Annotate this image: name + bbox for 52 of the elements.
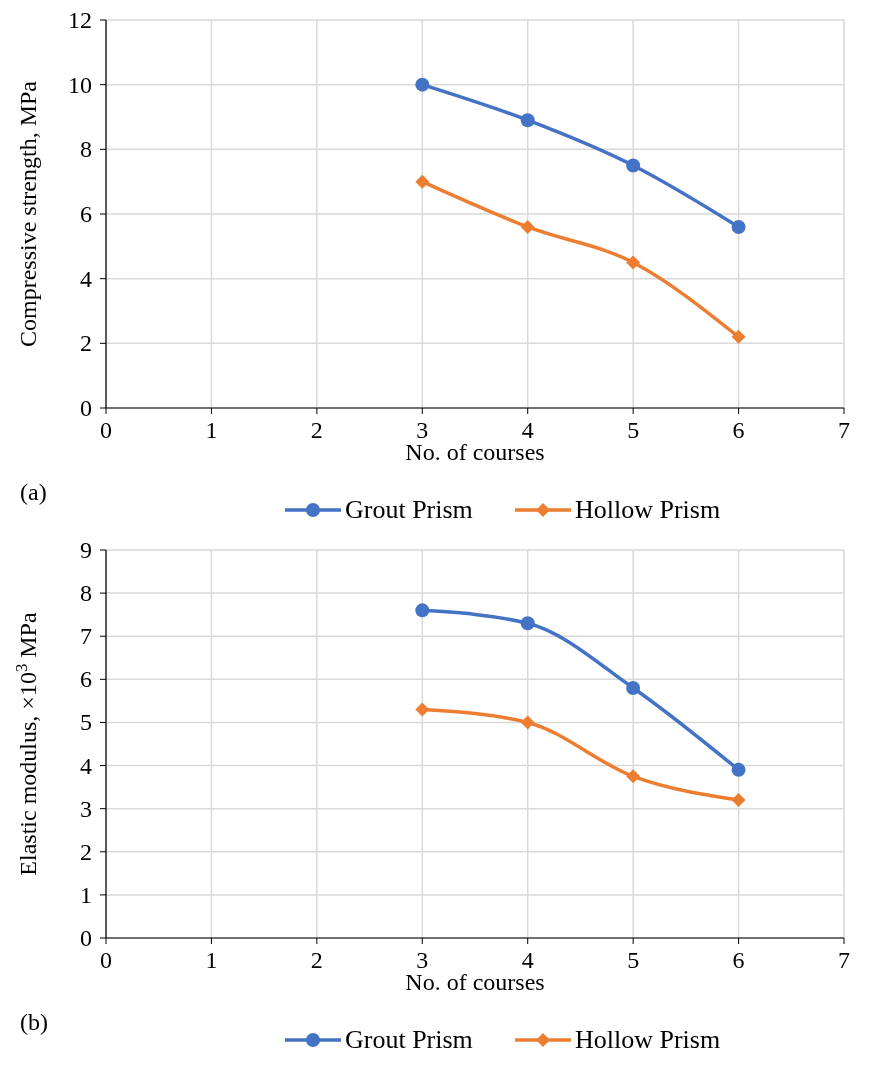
point (415, 702, 430, 717)
y-axis-title: Compressive strength, MPa (15, 80, 41, 347)
x-tick-label: 0 (100, 947, 112, 973)
point (415, 603, 430, 618)
y-tick-label: 3 (80, 795, 92, 822)
point (626, 680, 641, 695)
x-tick-label: 0 (100, 417, 112, 443)
x-tick-label: 1 (205, 417, 218, 443)
y-tick-label: 4 (80, 752, 92, 779)
y-tick-label: 10 (68, 71, 92, 98)
y-tick-label: 9 (80, 537, 92, 563)
legend-label: Hollow Prism (575, 495, 721, 524)
x-tick-label: 2 (310, 417, 323, 443)
y-tick-label: 1 (80, 881, 92, 908)
text: (a) (20, 479, 47, 505)
y-tick-label: 8 (80, 136, 92, 163)
x-tick-label: 5 (627, 947, 640, 973)
y-tick-label: 6 (80, 666, 92, 693)
point (415, 174, 430, 189)
legend-label: Grout Prism (345, 1025, 473, 1054)
x-tick-label: 6 (732, 947, 745, 973)
point (626, 255, 641, 270)
y-tick-label: 2 (80, 838, 92, 865)
point (520, 113, 535, 128)
text: (b) (20, 1009, 48, 1035)
x-tick-label: 6 (732, 417, 745, 443)
y-tick-label: 2 (80, 330, 92, 357)
legend-label: Hollow Prism (575, 1025, 721, 1054)
y-tick-label: 8 (80, 580, 92, 607)
x-tick-label: 2 (310, 947, 323, 973)
y-tick-label: 4 (80, 265, 92, 292)
point (520, 219, 535, 234)
point (520, 715, 535, 730)
point (731, 793, 746, 808)
point (731, 219, 746, 234)
point (520, 616, 535, 631)
y-tick-label: 0 (80, 395, 92, 421)
x-tick-label: 5 (627, 417, 640, 443)
legend-label: Grout Prism (345, 495, 473, 524)
y-tick-label: 5 (80, 709, 92, 736)
point (626, 769, 641, 784)
y-tick-label: 12 (68, 7, 92, 33)
x-tick-label: 1 (205, 947, 218, 973)
point (731, 762, 746, 777)
point (415, 77, 430, 92)
x-tick-label: 7 (838, 417, 850, 443)
point (731, 329, 746, 344)
y-tick-label: 0 (80, 925, 92, 951)
point (626, 158, 641, 173)
y-tick-label: 7 (80, 623, 92, 650)
x-tick-label: 7 (838, 947, 850, 973)
y-tick-label: 6 (80, 201, 92, 227)
